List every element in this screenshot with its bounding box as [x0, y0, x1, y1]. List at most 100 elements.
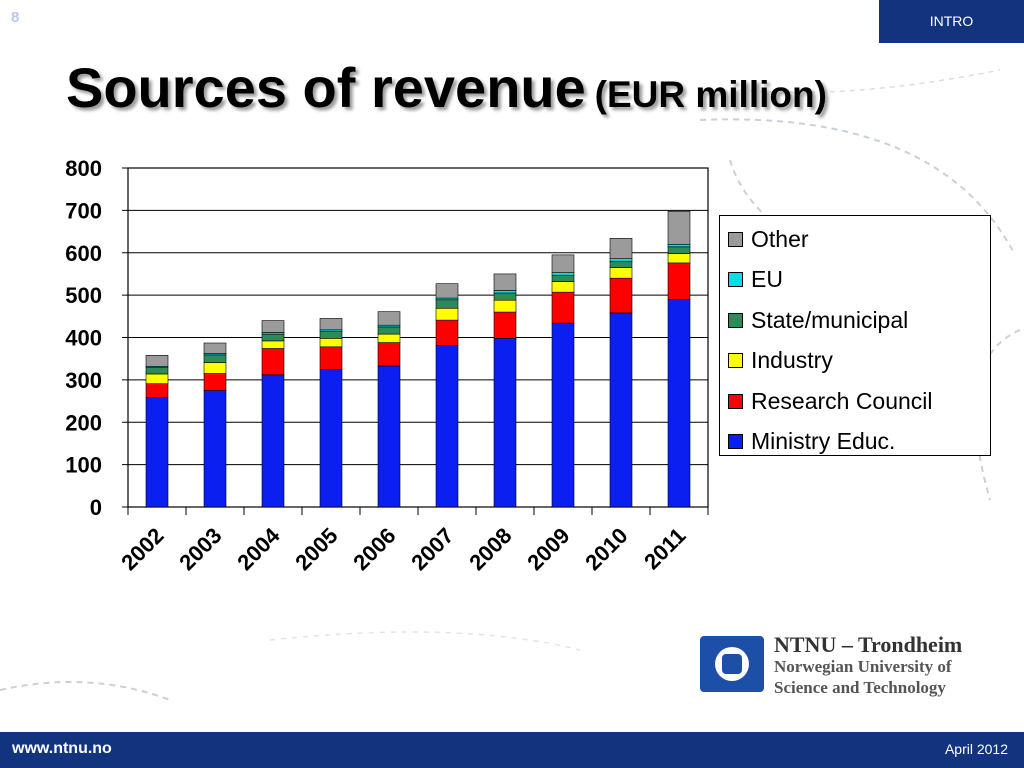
legend-item: Research Council — [728, 388, 933, 414]
x-tick-label: 2009 — [522, 523, 574, 575]
bar-segment — [667, 253, 691, 264]
legend-swatch — [728, 434, 743, 449]
bar-segment — [377, 342, 401, 367]
footer-date: April 2012 — [944, 741, 1008, 757]
legend-swatch — [728, 353, 743, 368]
x-tick-label: 2008 — [464, 523, 516, 575]
x-tick-label: 2011 — [639, 523, 690, 574]
bar-segment — [319, 346, 343, 370]
bar-segment — [261, 333, 285, 342]
bar-segment — [493, 292, 517, 301]
ntnu-logo-mark — [700, 636, 764, 692]
bar-segment — [493, 311, 517, 339]
bar-segment — [493, 299, 517, 313]
bar-segment — [493, 290, 517, 294]
bar-segment — [667, 243, 691, 248]
bar-segment — [609, 267, 633, 279]
bar-segment — [203, 342, 227, 354]
bar-segment — [551, 274, 575, 282]
bar-segment — [609, 258, 633, 262]
bar-segment — [609, 238, 633, 259]
logo-line-2: Norwegian University of — [774, 657, 952, 676]
bar-segment — [261, 374, 285, 508]
bar-segment — [203, 362, 227, 374]
bar-segment — [609, 260, 633, 268]
section-tag: INTRO — [879, 0, 1024, 43]
bar-segment — [261, 348, 285, 376]
legend-label: Ministry Educ. — [751, 428, 896, 454]
bar-segment — [667, 299, 691, 508]
bar-segment — [435, 345, 459, 508]
y-tick-label: 200 — [65, 410, 102, 435]
bar-segment — [145, 373, 169, 384]
bar-segment — [377, 311, 401, 326]
bar-segment — [261, 320, 285, 333]
y-tick-label: 0 — [90, 495, 102, 520]
legend-item: Ministry Educ. — [728, 428, 896, 455]
bar-segment — [435, 319, 459, 346]
legend-item: State/municipal — [728, 307, 908, 333]
title-unit: (EUR million) — [594, 74, 827, 115]
bar-segment — [145, 383, 169, 398]
x-tick-label: 2007 — [406, 523, 458, 575]
footer-url: www.ntnu.no — [12, 740, 112, 757]
bar-segment — [145, 354, 169, 367]
y-tick-label: 700 — [65, 198, 102, 223]
slide-number: 8 — [11, 9, 20, 26]
bar-segment — [551, 281, 575, 293]
legend-label: Industry — [751, 347, 833, 373]
bar-segment — [551, 291, 575, 324]
logo-line-1: NTNU – Trondheim — [774, 632, 963, 657]
legend-swatch — [728, 312, 743, 328]
bar-segment — [145, 397, 169, 508]
y-tick-label: 100 — [65, 453, 102, 478]
bar-segment — [667, 262, 691, 300]
bar-segment — [551, 322, 575, 508]
bar-segment — [609, 312, 633, 508]
legend-item: Industry — [728, 347, 833, 374]
legend-swatch — [728, 272, 743, 287]
legend-item: EU — [728, 266, 783, 293]
x-tick-label: 2002 — [116, 523, 168, 575]
bar-segment — [551, 254, 575, 273]
bar-segment — [377, 333, 401, 343]
bar-segment — [667, 210, 691, 245]
bar-segment — [377, 365, 401, 508]
bar-segment — [261, 340, 285, 349]
bar-segment — [435, 307, 459, 321]
y-tick-label: 800 — [65, 156, 102, 181]
chart-legend: Other EU State/municipal Industry Research C… — [719, 215, 991, 456]
logo-line-3: Science and Technology — [774, 678, 946, 697]
legend-swatch — [728, 393, 743, 409]
bar-segment — [435, 283, 459, 299]
bar-segment — [203, 390, 227, 508]
x-tick-label: 2006 — [348, 523, 400, 575]
legend-label: Research Council — [751, 387, 933, 414]
bar-segment — [551, 272, 575, 276]
legend-label: State/municipal — [751, 306, 909, 333]
legend-item: Other — [728, 226, 809, 252]
x-tick-label: 2003 — [174, 523, 226, 575]
slide-title: Sources of revenue (EUR million) — [66, 55, 827, 120]
bar-segment — [319, 318, 343, 331]
bar-segment — [493, 338, 517, 508]
y-tick-label: 600 — [65, 241, 102, 266]
bar-segment — [667, 246, 691, 254]
ntnu-logo: NTNU – Trondheim Norwegian University of… — [700, 630, 1000, 700]
bar-segment — [319, 368, 343, 508]
bar-segment — [609, 277, 633, 314]
legend-swatch — [728, 231, 743, 247]
y-tick-label: 300 — [65, 368, 102, 393]
legend-label: EU — [751, 266, 783, 292]
bar-segment — [319, 338, 343, 348]
bar-segment — [145, 367, 169, 375]
y-tick-label: 500 — [65, 283, 102, 308]
title-main: Sources of revenue — [66, 56, 586, 119]
y-tick-label: 400 — [65, 326, 102, 351]
legend-label: Other — [751, 225, 809, 252]
bar-segment — [319, 331, 343, 339]
x-tick-label: 2004 — [232, 522, 285, 575]
x-tick-label: 2005 — [290, 523, 342, 575]
